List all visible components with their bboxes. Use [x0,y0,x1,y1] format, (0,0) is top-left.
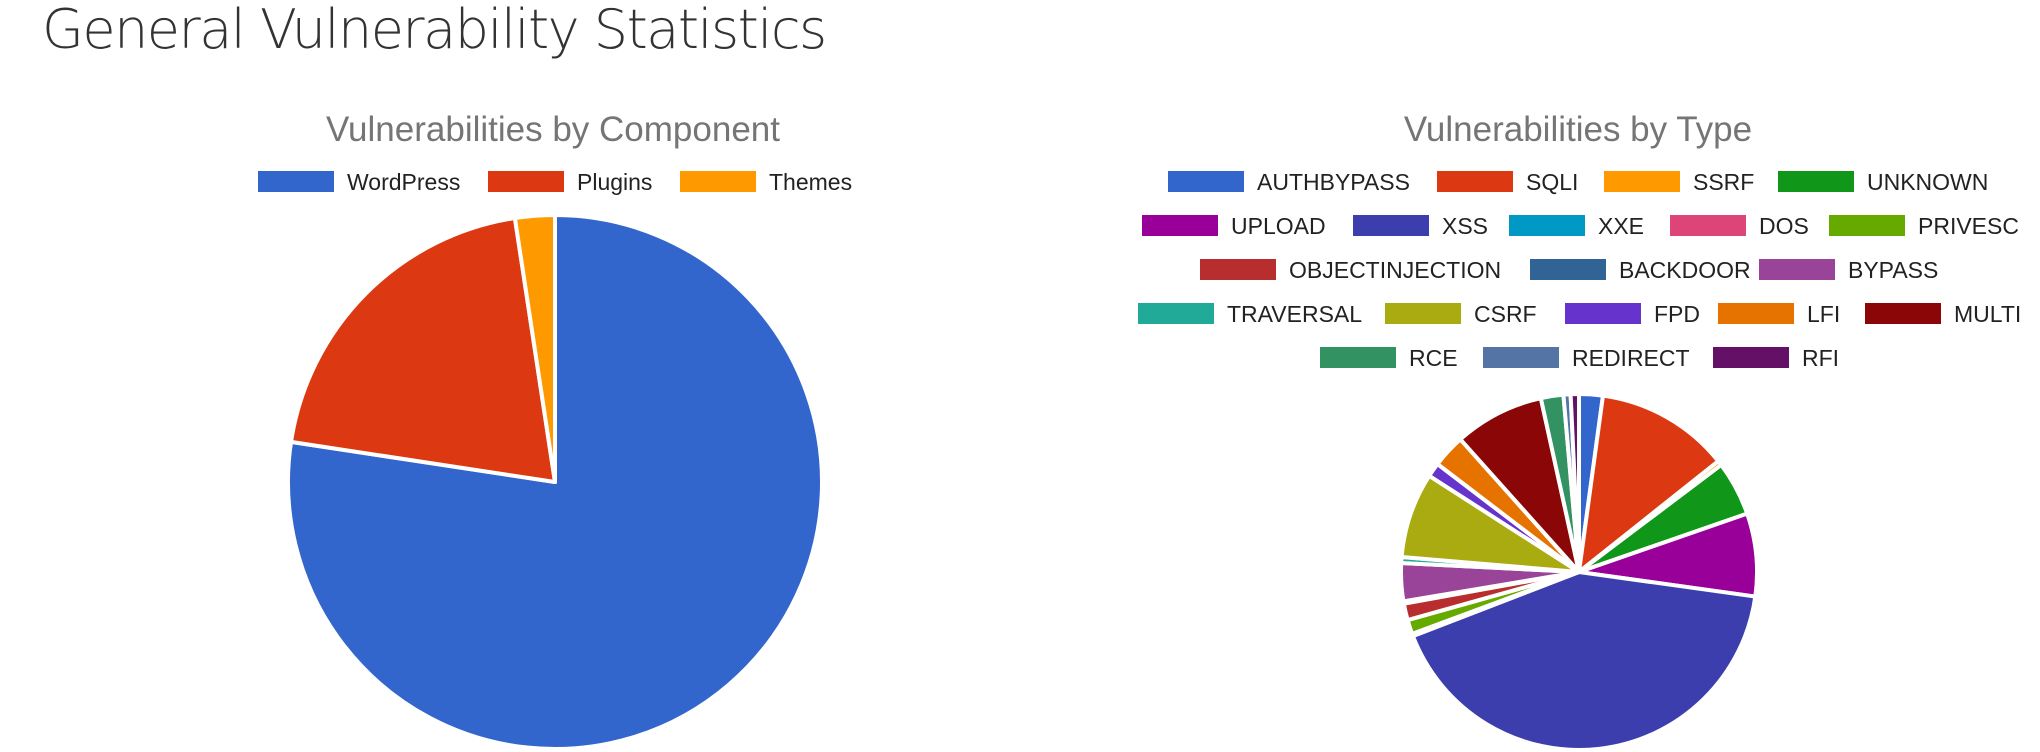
legend-swatch [1778,171,1854,192]
legend-label: PRIVESC [1918,213,2019,239]
pie-slice-rfi[interactable] [1568,392,1581,574]
legend-label: REDIRECT [1572,345,1690,371]
legend-swatch [1530,259,1606,280]
legend-item-ssrf[interactable]: SSRF [1604,169,1754,195]
legend-label: UNKNOWN [1867,169,1988,195]
type-pie-chart[interactable]: Vulnerabilities by Type AUTHBYPASS SQLI SS… [1100,0,2040,752]
legend-item-plugins[interactable]: Plugins [488,169,652,195]
chart-title: Vulnerabilities by Component [326,110,780,149]
legend-item-privesc[interactable]: PRIVESC [1829,213,2019,239]
legend-label: RCE [1409,345,1458,371]
legend-swatch [1385,303,1461,324]
legend-swatch [1759,259,1835,280]
pie-slice-themes[interactable] [512,213,557,484]
legend-item-lfi[interactable]: LFI [1718,301,1840,327]
legend-label: CSRF [1474,301,1537,327]
legend-label: RFI [1802,345,1839,371]
legend-swatch [1437,171,1513,192]
chart-legend[interactable]: WordPress Plugins Themes [258,169,852,195]
legend-item-traversal[interactable]: TRAVERSAL [1138,301,1362,327]
legend-swatch [1713,347,1789,368]
legend-swatch [1829,215,1905,236]
legend-item-upload[interactable]: UPLOAD [1142,213,1326,239]
legend-swatch [1168,171,1244,192]
legend-item-authbypass[interactable]: AUTHBYPASS [1168,169,1410,195]
legend-item-sqli[interactable]: SQLI [1437,169,1578,195]
legend-swatch [1718,303,1794,324]
legend-item-wordpress[interactable]: WordPress [258,169,460,195]
chart-legend[interactable]: AUTHBYPASS SQLI SSRF UNKNOWN UPLOAD XSS XXE DOS… [1138,169,2021,371]
legend-item-xss[interactable]: XSS [1353,213,1488,239]
legend-swatch [1320,347,1396,368]
legend-label: XXE [1598,213,1644,239]
legend-item-themes[interactable]: Themes [680,169,852,195]
legend-swatch [488,171,564,192]
legend-swatch [680,171,756,192]
legend-item-dos[interactable]: DOS [1670,213,1809,239]
legend-item-xxe[interactable]: XXE [1509,213,1644,239]
pie-slice-plugins[interactable] [289,216,557,484]
pie-slice-sqli[interactable] [1577,393,1721,574]
chart-title: Vulnerabilities by Type [1404,110,1752,149]
legend-label: Plugins [577,169,652,195]
legend-item-fpd[interactable]: FPD [1565,301,1700,327]
legend-label: Themes [769,169,852,195]
legend-item-csrf[interactable]: CSRF [1385,301,1537,327]
legend-item-redirect[interactable]: REDIRECT [1483,345,1690,371]
legend-swatch [1604,171,1680,192]
legend-swatch [1353,215,1429,236]
legend-swatch [258,171,334,192]
legend-swatch [1138,303,1214,324]
legend-swatch [1200,259,1276,280]
pie-slices[interactable] [1399,391,1759,752]
page-title: General Vulnerability Statistics [42,0,827,61]
legend-label: AUTHBYPASS [1257,169,1410,195]
pie-slice-xss[interactable] [1410,570,1758,752]
legend-label: SSRF [1693,169,1754,195]
legend-item-bypass[interactable]: BYPASS [1759,257,1938,283]
legend-label: XSS [1442,213,1488,239]
legend-label: DOS [1759,213,1809,239]
legend-label: UPLOAD [1231,213,1326,239]
legend-swatch [1509,215,1585,236]
legend-item-multi[interactable]: MULTI [1865,301,2021,327]
component-pie-chart[interactable]: Vulnerabilities by Component WordPress Pl… [0,0,1100,752]
legend-label: MULTI [1954,301,2021,327]
legend-swatch [1865,303,1941,324]
legend-swatch [1670,215,1746,236]
legend-label: BYPASS [1848,257,1938,283]
legend-swatch [1565,303,1641,324]
legend-swatch [1142,215,1218,236]
legend-label: FPD [1654,301,1700,327]
legend-label: LFI [1807,301,1840,327]
legend-item-unknown[interactable]: UNKNOWN [1778,169,1988,195]
legend-item-rce[interactable]: RCE [1320,345,1458,371]
legend-item-objectinjection[interactable]: OBJECTINJECTION [1200,257,1501,283]
legend-item-rfi[interactable]: RFI [1713,345,1839,371]
legend-swatch [1483,347,1559,368]
legend-label: SQLI [1526,169,1578,195]
pie-slices[interactable] [286,213,824,751]
legend-label: OBJECTINJECTION [1289,257,1501,283]
legend-label: WordPress [347,169,460,195]
legend-label: BACKDOOR [1619,257,1751,283]
legend-item-backdoor[interactable]: BACKDOOR [1530,257,1751,283]
legend-label: TRAVERSAL [1227,301,1362,327]
